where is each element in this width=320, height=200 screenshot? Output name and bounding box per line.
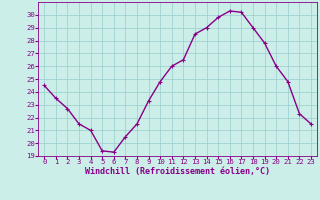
- X-axis label: Windchill (Refroidissement éolien,°C): Windchill (Refroidissement éolien,°C): [85, 167, 270, 176]
